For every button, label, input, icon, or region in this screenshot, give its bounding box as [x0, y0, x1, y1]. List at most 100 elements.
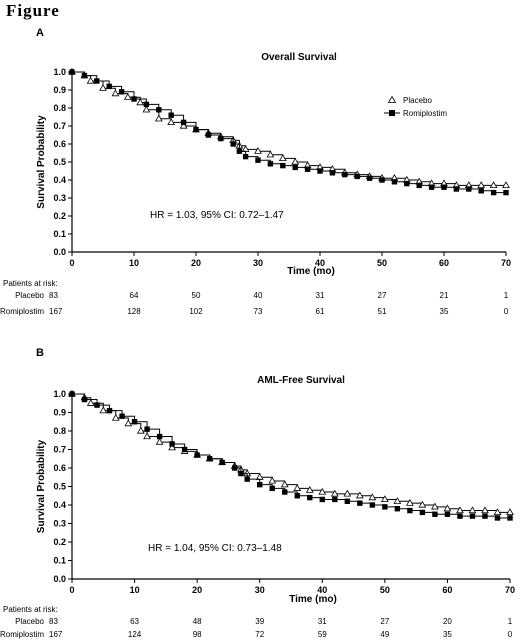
data-point-square — [379, 177, 385, 183]
data-point-triangle — [481, 506, 489, 514]
km-panel-a: A Overall Survival 0.0 0.1 0.2 0.3 0.4 0.5 0.6 0.… — [0, 27, 511, 316]
data-point-triangle — [431, 502, 439, 510]
data-point-square — [230, 141, 236, 147]
data-point-triangle — [86, 399, 95, 406]
series-romiplostim — [69, 391, 513, 521]
x-tick-label: 50 — [380, 585, 390, 595]
data-point-square — [131, 96, 137, 102]
at-risk-value: 1 — [508, 617, 513, 626]
y-tick-label: 0.7 — [53, 445, 66, 455]
y-tick-label: 0.1 — [53, 229, 66, 239]
panel-letter: B — [36, 347, 44, 359]
figure-label: Figure — [6, 1, 60, 20]
at-risk-value: 40 — [254, 291, 263, 300]
data-point-square — [282, 489, 288, 495]
data-point-square — [457, 513, 463, 519]
x-tick-label: 70 — [505, 585, 515, 595]
data-point-square — [206, 456, 213, 462]
data-point-square — [432, 511, 438, 517]
x-tick-label: 0 — [69, 585, 74, 595]
data-point-triangle — [123, 92, 132, 100]
at-risk-value: 102 — [189, 307, 203, 316]
data-point-square — [106, 83, 112, 90]
data-point-triangle — [489, 181, 498, 188]
y-axis-label: Survival Probability — [36, 439, 47, 533]
data-point-square — [344, 498, 351, 504]
legend-marker-triangle — [387, 95, 397, 103]
y-tick-label: 0.4 — [53, 500, 66, 510]
at-risk-row-name: Romiplostim — [0, 307, 44, 316]
data-point-square — [369, 502, 376, 508]
x-tick-label: 50 — [377, 258, 387, 268]
at-risk-value: 59 — [318, 630, 327, 639]
at-risk-value: 73 — [254, 307, 263, 316]
data-point-triangle — [168, 443, 177, 451]
at-risk-value: 51 — [378, 307, 387, 316]
data-point-square — [169, 441, 175, 447]
y-axis-label: Survival Probability — [36, 115, 47, 209]
data-point-triangle — [268, 476, 277, 484]
x-tick-label: 60 — [439, 258, 449, 268]
data-point-triangle — [456, 506, 464, 514]
data-point-triangle — [343, 489, 352, 497]
chart-title: AML-Free Survival — [257, 375, 345, 386]
data-point-square — [219, 459, 225, 466]
data-point-triangle — [293, 484, 302, 491]
data-point-square — [119, 413, 125, 419]
data-point-square — [205, 132, 212, 138]
data-point-square — [156, 107, 162, 113]
x-tick-label: 0 — [69, 258, 74, 268]
legend-label: Romiplostim — [403, 109, 447, 118]
data-point-triangle — [155, 437, 164, 445]
x-tick-label: 20 — [191, 258, 201, 268]
y-tick-label: 0.0 — [53, 247, 66, 257]
data-point-square — [81, 72, 88, 79]
at-risk-value: 49 — [380, 630, 389, 639]
data-point-square — [366, 175, 373, 181]
data-point-square — [404, 180, 410, 187]
x-tick-label: 10 — [130, 585, 140, 595]
data-point-square — [391, 179, 398, 185]
survival-curve-placebo — [72, 71, 506, 186]
data-point-square — [106, 407, 113, 414]
data-point-square — [482, 513, 488, 519]
data-point-square — [238, 470, 244, 477]
at-risk-row-name: Placebo — [15, 617, 44, 626]
data-point-triangle — [468, 506, 477, 514]
hazard-ratio-annotation: HR = 1.03, 95% CI: 0.72–1.47 — [150, 210, 284, 221]
data-point-square — [244, 476, 250, 482]
x-tick-label: 10 — [129, 258, 139, 268]
data-point-triangle — [143, 432, 151, 440]
data-point-square — [94, 78, 100, 84]
data-point-triangle — [111, 413, 120, 421]
data-point-square — [143, 101, 150, 108]
data-point-square — [193, 126, 199, 133]
data-point-triangle — [502, 181, 510, 188]
data-point-triangle — [318, 487, 327, 495]
y-tick-label: 0.5 — [53, 482, 66, 492]
at-risk-value: 21 — [440, 291, 449, 300]
at-risk-value: 72 — [255, 630, 264, 639]
y-tick-label: 0.2 — [53, 537, 66, 547]
at-risk-value: 50 — [192, 291, 201, 300]
data-point-triangle — [393, 497, 402, 504]
data-point-triangle — [136, 426, 145, 434]
y-tick-label: 1.0 — [53, 389, 66, 399]
y-tick-label: 0.5 — [53, 157, 66, 167]
x-tick-label: 30 — [253, 258, 263, 268]
y-tick-label: 0.1 — [53, 556, 66, 566]
data-point-square — [131, 419, 138, 425]
patients-at-risk-table: Patients at risk: Placebo 83 64 50 40 31 27 21 1 R… — [0, 279, 509, 316]
data-point-square — [181, 446, 188, 453]
data-point-square — [69, 391, 75, 397]
data-point-triangle — [477, 181, 486, 188]
at-risk-row-name: Placebo — [15, 291, 44, 300]
at-risk-value: 64 — [130, 291, 139, 300]
data-point-square — [317, 168, 323, 174]
data-point-square — [466, 186, 472, 192]
data-point-square — [94, 402, 100, 408]
y-tick-label: 1.0 — [53, 67, 66, 77]
at-risk-value: 35 — [443, 630, 452, 639]
data-point-square — [490, 189, 497, 196]
at-risk-value: 98 — [193, 630, 202, 639]
